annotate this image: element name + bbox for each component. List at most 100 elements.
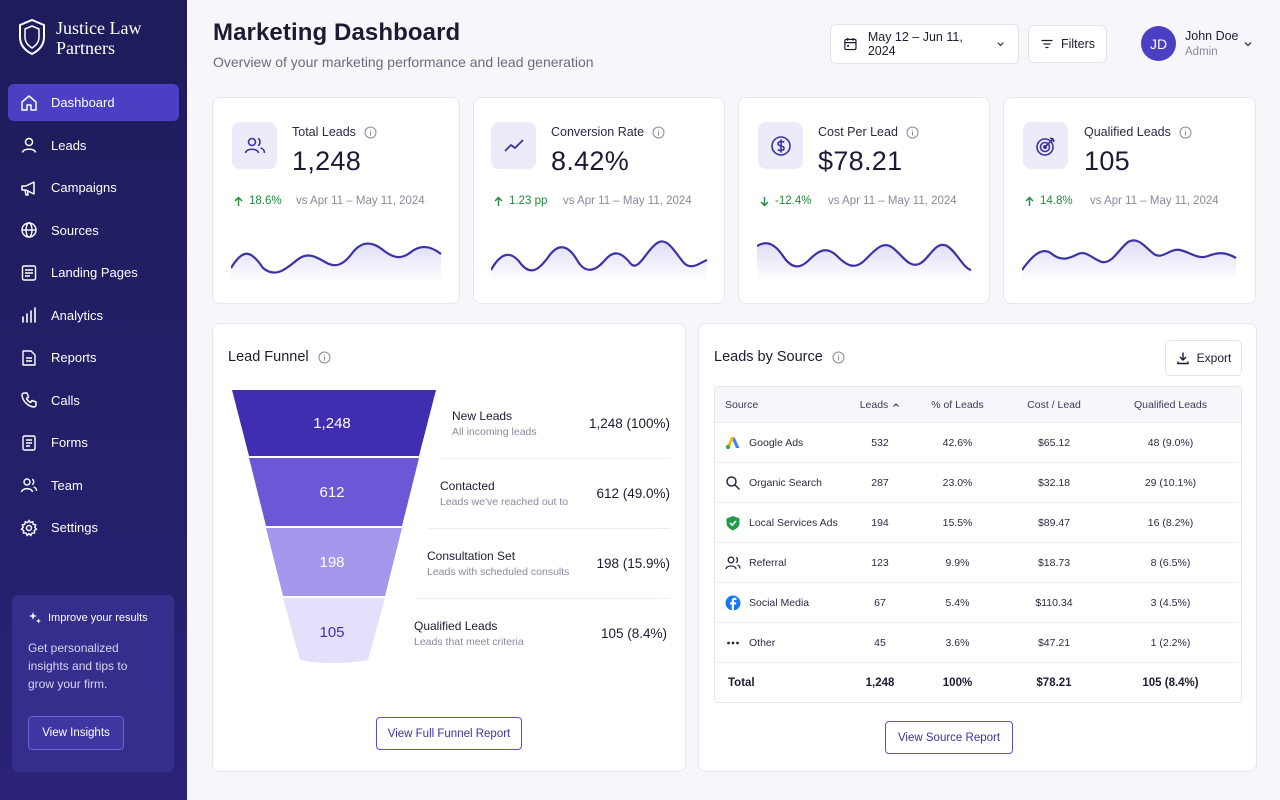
funnel-stage-qualified[interactable] — [283, 598, 385, 663]
sidebar-item-analytics[interactable]: Analytics — [8, 297, 179, 334]
kpi-card-qualified-leads: Qualified Leads 105 14.8% vs Apr 11 – Ma… — [1003, 97, 1256, 304]
sidebar-item-calls[interactable]: Calls — [8, 382, 179, 419]
more-icon — [727, 641, 739, 644]
table-row[interactable]: Social Media 67 5.4% $110.34 3 (4.5%) — [715, 582, 1241, 622]
sidebar-item-leads[interactable]: Leads — [8, 127, 179, 164]
user-name[interactable]: John Doe — [1185, 29, 1239, 43]
sidebar-item-landing-pages[interactable]: Landing Pages — [8, 254, 179, 291]
funnel-row: Contacted Leads we've reached out to 612… — [429, 459, 670, 529]
sidebar-item-label: Analytics — [51, 307, 104, 323]
source-name: Referral — [749, 556, 787, 569]
sidebar-item-campaigns[interactable]: Campaigns — [8, 169, 179, 206]
sidebar-item-sources[interactable]: Sources — [8, 212, 179, 249]
column-header-source[interactable]: Source — [725, 398, 759, 411]
promo-text-line: grow your firm. — [28, 677, 108, 691]
filter-icon — [1041, 39, 1053, 49]
table-header-row: Source Leads % of Leads Cost / Lead Qual… — [715, 387, 1241, 422]
brand-name-line1: Justice Law — [56, 18, 142, 38]
filters-label: Filters — [1060, 37, 1096, 51]
column-header-leads[interactable]: Leads — [855, 399, 905, 411]
sidebar-item-label: Dashboard — [51, 95, 115, 110]
info-icon[interactable] — [832, 351, 845, 364]
sidebar-item-settings[interactable]: Settings — [8, 509, 179, 546]
chevron-down-icon[interactable] — [1242, 38, 1254, 50]
funnel-stage-desc: Leads we've reached out to — [440, 496, 569, 508]
panel-title: Lead Funnel — [228, 349, 309, 365]
info-icon[interactable] — [652, 126, 665, 139]
kpi-icon-box — [758, 122, 803, 169]
page-subtitle: Overview of your marketing performance a… — [213, 54, 594, 70]
cost-cell: $65.12 — [1037, 436, 1071, 449]
info-icon[interactable] — [906, 126, 919, 139]
funnel-stage-contacted[interactable] — [249, 458, 419, 526]
table-row[interactable]: Referral 123 9.9% $18.73 8 (6.5%) — [715, 542, 1241, 582]
calendar-icon — [844, 37, 857, 51]
kpi-value: 8.42% — [551, 146, 630, 176]
qualified-cell: 29 (10.1%) — [1144, 476, 1197, 489]
table-row[interactable]: Organic Search 287 23.0% $32.18 29 (10.1… — [715, 462, 1241, 502]
column-header-qualified[interactable]: Qualified Leads — [1134, 398, 1207, 411]
sidebar: Justice Law Partners Dashboard Leads Cam… — [0, 0, 187, 800]
column-header-cost[interactable]: Cost / Lead — [1027, 398, 1081, 411]
kpi-icon-box — [491, 122, 536, 169]
arrow-up-icon — [234, 196, 243, 206]
qualified-cell: 8 (6.5%) — [1150, 556, 1191, 569]
sidebar-item-label: Settings — [51, 520, 98, 535]
info-icon[interactable] — [1179, 126, 1192, 139]
total-cost: $78.21 — [1036, 676, 1072, 689]
facebook-icon — [725, 595, 741, 610]
sidebar-item-reports[interactable]: Reports — [8, 339, 179, 376]
leads-cell: 287 — [871, 476, 889, 489]
source-cell: Other — [715, 635, 855, 651]
info-icon[interactable] — [318, 351, 331, 364]
filters-button[interactable]: Filters — [1028, 25, 1107, 63]
total-qualified: 105 (8.4%) — [1142, 676, 1199, 689]
sparkline-chart — [491, 240, 708, 282]
sidebar-item-label: Team — [51, 477, 83, 493]
kpi-card-cost-per-lead: Cost Per Lead $78.21 -12.4% vs Apr 11 – … — [738, 97, 990, 304]
source-cell: Referral — [715, 555, 855, 571]
sidebar-item-label: Reports — [51, 350, 97, 365]
kpi-delta: 1.23 pp — [493, 195, 547, 207]
export-button[interactable]: Export — [1165, 340, 1242, 376]
table-row[interactable]: Google Ads 532 42.6% $65.12 48 (9.0%) — [715, 422, 1241, 462]
funnel-stage-new-leads[interactable] — [232, 390, 436, 456]
view-insights-button[interactable]: View Insights — [28, 716, 124, 750]
megaphone-icon — [21, 180, 35, 196]
pct-cell: 5.4% — [945, 596, 970, 609]
table-row[interactable]: Local Services Ads 194 15.5% $89.47 16 (… — [715, 502, 1241, 542]
leads-cell: 123 — [871, 556, 889, 569]
sidebar-item-team[interactable]: Team — [8, 467, 179, 504]
sidebar-nav: Dashboard Leads Campaigns Sources Landin… — [8, 84, 179, 552]
cost-cell: $18.73 — [1037, 556, 1071, 569]
page-title: Marketing Dashboard — [213, 19, 461, 46]
panel-title-row: Lead Funnel — [228, 349, 331, 365]
kpi-delta: 18.6% — [233, 195, 282, 207]
view-full-funnel-report-button[interactable]: View Full Funnel Report — [376, 717, 522, 750]
shield-check-icon — [726, 515, 740, 530]
column-header-pct[interactable]: % of Leads — [931, 398, 984, 411]
funnel-stage-desc: Leads that meet criteria — [414, 636, 524, 648]
kpi-compare: vs Apr 11 – May 11, 2024 — [296, 195, 425, 207]
pct-cell: 9.9% — [945, 556, 970, 569]
brand-logo[interactable]: Justice Law Partners — [18, 18, 141, 58]
view-source-report-button[interactable]: View Source Report — [885, 721, 1013, 754]
google-ads-icon — [725, 436, 740, 449]
sidebar-item-dashboard[interactable]: Dashboard — [8, 84, 179, 121]
sidebar-item-forms[interactable]: Forms — [8, 424, 179, 461]
qualified-cell: 1 (2.2%) — [1150, 636, 1191, 649]
date-range-picker[interactable]: May 12 – Jun 11, 2024 — [830, 24, 1019, 64]
avatar[interactable]: JD — [1141, 26, 1176, 61]
funnel-stage-name: New Leads — [452, 409, 513, 423]
info-icon[interactable] — [364, 126, 377, 139]
table-row[interactable]: Other 45 3.6% $47.21 1 (2.2%) — [715, 622, 1241, 662]
funnel-row: New Leads All incoming leads 1,248 (100%… — [441, 389, 670, 459]
funnel-stage-consultation-set[interactable] — [266, 528, 402, 596]
source-cell: Google Ads — [715, 435, 855, 451]
kpi-label: Total Leads — [292, 125, 356, 139]
kpi-delta-value: 1.23 pp — [509, 195, 548, 207]
page-icon — [21, 264, 37, 281]
kpi-delta-value: 18.6% — [249, 195, 282, 207]
column-header-label: Leads — [859, 398, 889, 411]
shield-logo-icon — [19, 18, 45, 56]
